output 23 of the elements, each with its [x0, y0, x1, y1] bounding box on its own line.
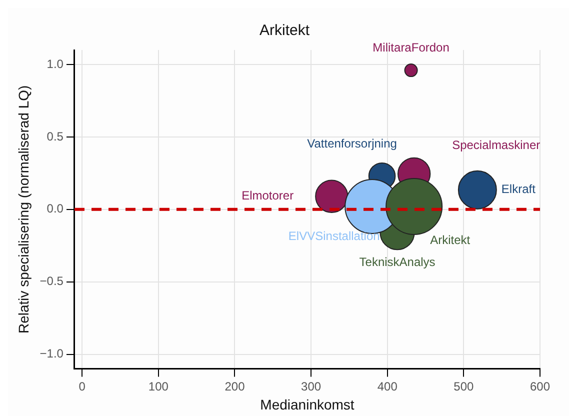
y-tick-label: −1.0 — [40, 346, 64, 361]
series-label: Elkraft — [501, 182, 536, 196]
x-tick-label: 600 — [530, 379, 550, 394]
x-tick-label: 100 — [148, 379, 169, 394]
y-tick-label: 0.0 — [46, 202, 64, 216]
series-label: ElVVSinstallation — [288, 228, 380, 243]
y-tick-label: 1.0 — [46, 56, 64, 71]
series-label: Arkitekt — [430, 232, 471, 247]
series-label: TekniskAnalys — [359, 254, 436, 269]
text: Specialmaskiner — [452, 138, 540, 152]
x-tick-label: 400 — [377, 379, 398, 394]
x-tick-label: 200 — [224, 379, 246, 394]
y-axis-title: Relativ specialisering (normaliserad LQ) — [15, 85, 32, 334]
y-tick-label: 0.5 — [46, 129, 64, 144]
x-tick-label: 500 — [454, 379, 474, 394]
series-label: MilitaraFordon — [372, 40, 450, 55]
x-tick-label: 300 — [301, 379, 322, 394]
series-label: Vattenforsorjning — [307, 136, 397, 150]
x-axis-title: Medianinkomst — [260, 396, 354, 412]
series-label: Elmotorer — [242, 188, 294, 203]
y-tick-label: −0.5 — [40, 274, 64, 288]
x-tick-label: 0 — [78, 379, 86, 394]
chart-title: Arkitekt — [259, 22, 310, 40]
